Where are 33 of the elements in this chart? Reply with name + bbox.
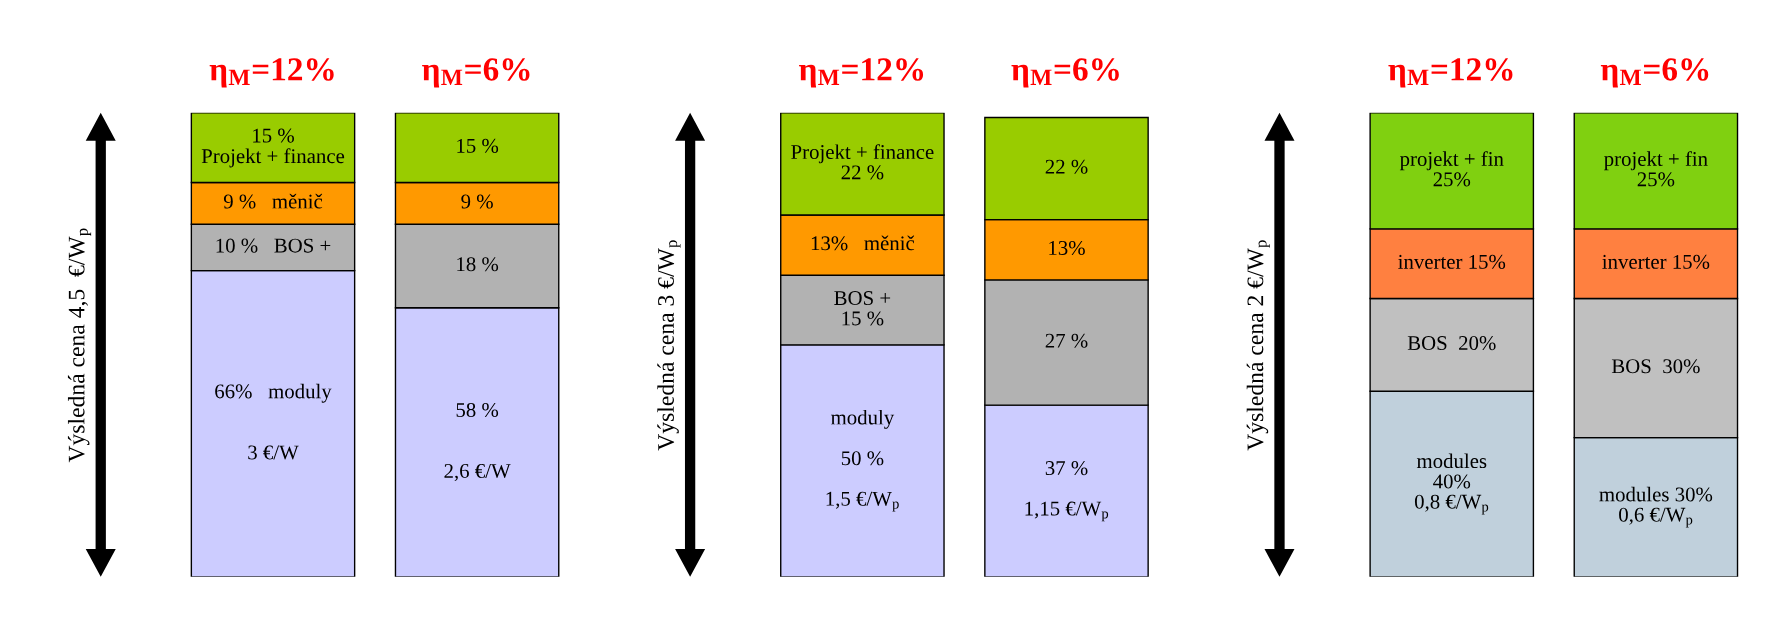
data-label: projekt + fin 25% bbox=[1399, 151, 1504, 187]
data-label: 10 % BOS + bbox=[216, 238, 331, 253]
x-tick-label: η$_{M}$=6% bbox=[422, 58, 530, 88]
data-label: inverter 15% bbox=[1398, 254, 1506, 269]
data-label: 15 % Projekt + finance bbox=[201, 128, 345, 168]
x-tick-label: η$_{M}$=6% bbox=[1011, 58, 1119, 88]
text: 66% moduly 3 €/W bbox=[215, 383, 332, 460]
data-label: 13% měnič bbox=[811, 235, 915, 251]
data-label: 18 % bbox=[457, 257, 499, 272]
data-label: 22 % bbox=[1045, 159, 1088, 174]
x-tick-label: η$_{M}$=12% bbox=[209, 58, 334, 88]
text: 58 % 2,6 €/W bbox=[444, 402, 511, 482]
y-axis-title: Výsledná cena 4,5 €/W$_{p}$ bbox=[67, 228, 92, 463]
data-label: 15 % bbox=[457, 138, 499, 153]
data-label: Projekt + finance 22 % bbox=[791, 144, 934, 180]
data-label: 27 % bbox=[1045, 333, 1088, 348]
data-label: 9 % bbox=[461, 194, 493, 209]
x-tick-label: η$_{M}$=12% bbox=[799, 58, 924, 88]
data-label: 13% bbox=[1049, 240, 1085, 256]
data-label: inverter 15% bbox=[1602, 254, 1710, 269]
x-tick-label: η$_{M}$=6% bbox=[1600, 58, 1709, 88]
text: moduly 50 % 1,5 €/W$_{p}$ bbox=[826, 409, 899, 512]
data-label: BOS 30% bbox=[1611, 359, 1700, 374]
data-label: BOS 20% bbox=[1407, 336, 1496, 351]
data-label: projekt + fin 25% bbox=[1604, 151, 1708, 187]
data-label: BOS + 15 % bbox=[834, 291, 891, 326]
data-label: modules 40% 0,8 €/W$_{p}$ bbox=[1414, 453, 1489, 515]
text: 37 % 1,15 €/W$_{p}$ bbox=[1025, 461, 1109, 522]
data-label: 9 % měnič bbox=[223, 193, 323, 209]
y-axis-title: Výsledná cena 2 €/W$_{p}$ bbox=[1246, 240, 1270, 451]
data-label: modules 30% 0,6 €/W$_{p}$ bbox=[1599, 486, 1713, 528]
y-axis-title: Výsledná cena 3 €/W$_{p}$ bbox=[657, 240, 681, 451]
x-tick-label: η$_{M}$=12% bbox=[1388, 58, 1513, 88]
